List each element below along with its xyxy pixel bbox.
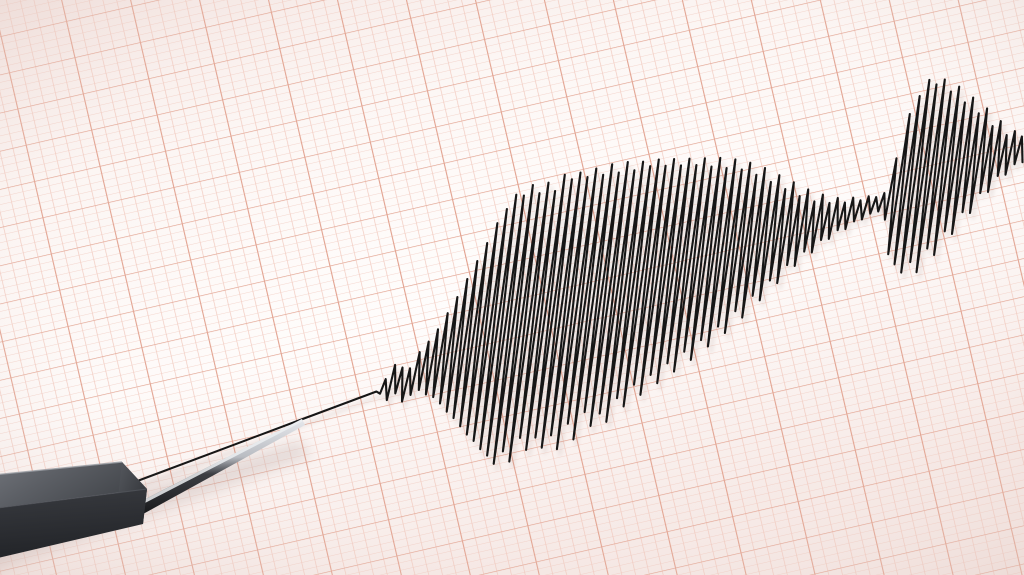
seismograph-pen[interactable] <box>0 419 312 575</box>
seismic-trace-line <box>130 78 1024 485</box>
seismic-trace-group <box>130 78 1024 490</box>
pen-body[interactable] <box>0 461 148 566</box>
pen-needle <box>128 419 305 519</box>
